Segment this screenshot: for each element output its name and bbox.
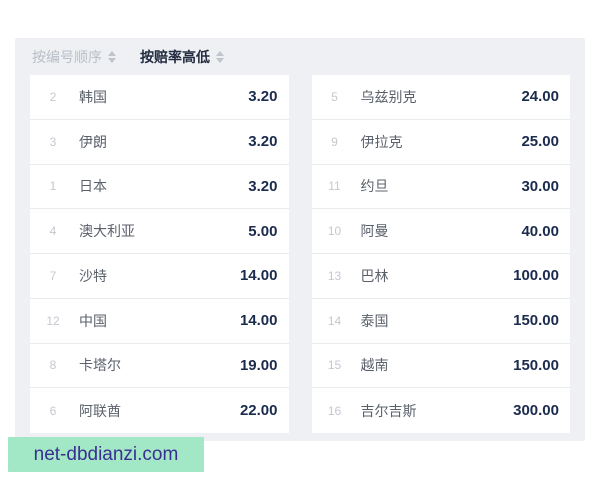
odds-value: 150.00	[513, 312, 559, 330]
team-name: 日本	[79, 178, 107, 195]
row-index: 12	[46, 313, 60, 328]
row-index: 6	[49, 403, 57, 418]
table-row: 1 日本 3.20	[30, 164, 289, 210]
team-name: 乌兹别克	[360, 88, 417, 105]
row-index: 8	[49, 358, 57, 373]
row-index: 14	[327, 313, 342, 328]
odds-value: 300.00	[513, 402, 559, 420]
odds-value: 3.20	[248, 133, 278, 151]
table-row: 6 阿联酋 22.00	[30, 388, 289, 433]
team-name: 巴林	[360, 267, 389, 284]
sort-by-odds-label: 按赔率高低	[140, 48, 210, 65]
sort-caret-icon	[108, 50, 116, 63]
table-row: 2 韩国 3.20	[30, 75, 289, 120]
sort-by-number-label: 按编号顺序	[32, 48, 102, 65]
odds-value: 14.00	[239, 312, 278, 330]
odds-value: 22.00	[239, 402, 278, 420]
odds-table-right: 5 乌兹别克 24.00 9 伊拉克 25.00 11 约旦 30.00 10 …	[311, 75, 570, 433]
odds-value: 5.00	[248, 222, 278, 240]
sort-caret-icon	[216, 50, 224, 63]
odds-value: 19.00	[239, 356, 278, 374]
team-name: 中国	[79, 312, 107, 329]
sort-by-number-button[interactable]: 按编号顺序	[32, 47, 116, 67]
team-name: 吉尔吉斯	[360, 402, 417, 419]
odds-value: 30.00	[521, 177, 559, 195]
table-row: 10 阿曼 40.00	[311, 209, 570, 254]
table-row: 9 伊拉克 25.00	[311, 119, 570, 165]
watermark: net-dbdianzi.com	[8, 437, 204, 472]
odds-table-left: 2 韩国 3.20 3 伊朗 3.20 1 日本 3.20 4 澳大利亚 5.0…	[30, 75, 289, 433]
row-index: 16	[327, 403, 342, 418]
team-name: 越南	[360, 357, 389, 374]
odds-tables: 2 韩国 3.20 3 伊朗 3.20 1 日本 3.20 4 澳大利亚 5.0…	[30, 75, 570, 433]
odds-value: 100.00	[513, 267, 559, 285]
table-row: 13 巴林 100.00	[311, 254, 570, 299]
row-index: 11	[328, 179, 341, 194]
row-index: 13	[327, 268, 342, 283]
row-index: 5	[331, 89, 338, 104]
row-index: 7	[49, 268, 57, 283]
table-row: 15 越南 150.00	[311, 343, 570, 389]
table-row: 12 中国 14.00	[30, 298, 289, 344]
odds-value: 40.00	[521, 222, 559, 240]
row-index: 9	[331, 134, 338, 149]
table-row: 8 卡塔尔 19.00	[30, 343, 289, 389]
odds-value: 14.00	[239, 267, 278, 285]
odds-value: 3.20	[248, 88, 278, 106]
team-name: 阿曼	[360, 223, 389, 240]
row-index: 2	[49, 89, 57, 104]
team-name: 沙特	[79, 267, 107, 284]
sort-by-odds-button[interactable]: 按赔率高低	[140, 47, 224, 67]
row-index: 15	[327, 358, 342, 373]
odds-panel: 按编号顺序 按赔率高低 2 韩国 3.20 3 伊朗 3.20 1 日本	[15, 38, 585, 441]
table-row: 4 澳大利亚 5.00	[30, 209, 289, 254]
row-index: 4	[49, 224, 57, 239]
odds-value: 150.00	[513, 356, 559, 374]
odds-value: 24.00	[521, 88, 559, 106]
table-row: 5 乌兹别克 24.00	[311, 75, 570, 120]
team-name: 伊朗	[79, 133, 107, 150]
row-index: 3	[49, 134, 57, 149]
team-name: 卡塔尔	[79, 357, 121, 374]
sort-bar: 按编号顺序 按赔率高低	[15, 38, 585, 75]
team-name: 伊拉克	[360, 133, 403, 150]
team-name: 韩国	[79, 88, 107, 105]
odds-value: 25.00	[521, 133, 559, 151]
row-index: 10	[327, 224, 342, 239]
team-name: 阿联酋	[79, 402, 121, 419]
team-name: 约旦	[360, 178, 389, 195]
table-row: 14 泰国 150.00	[311, 298, 570, 344]
row-index: 1	[49, 179, 57, 194]
table-row: 3 伊朗 3.20	[30, 119, 289, 165]
table-row: 16 吉尔吉斯 300.00	[311, 388, 570, 433]
odds-value: 3.20	[248, 177, 278, 195]
team-name: 澳大利亚	[79, 223, 135, 240]
table-row: 11 约旦 30.00	[311, 164, 570, 210]
team-name: 泰国	[360, 312, 389, 329]
table-row: 7 沙特 14.00	[30, 254, 289, 299]
